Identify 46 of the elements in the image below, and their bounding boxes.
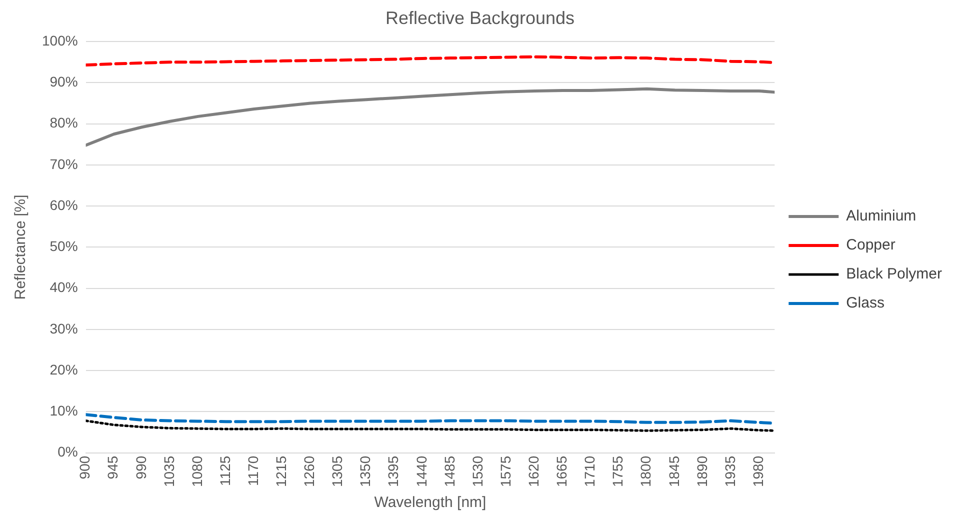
- x-tick-label: 1440: [413, 456, 430, 488]
- y-tick-label: 0%: [58, 444, 78, 460]
- x-tick-label: 900: [76, 456, 93, 480]
- x-tick-label: 1350: [357, 456, 374, 488]
- x-tick-label: 1890: [694, 456, 710, 488]
- x-tick-label: 1125: [216, 456, 233, 486]
- legend-label: Copper: [846, 236, 896, 254]
- legend-label: Aluminium: [846, 208, 916, 225]
- x-tick-label: 1395: [385, 456, 402, 488]
- x-tick-label: 1845: [666, 456, 682, 488]
- y-tick-label: 30%: [50, 320, 78, 336]
- legend-label: Black Polymer: [846, 266, 942, 283]
- y-tick-label: 70%: [50, 156, 78, 172]
- x-tick-label: 1800: [638, 456, 654, 488]
- y-tick-label: 10%: [50, 402, 78, 419]
- y-axis-title: Reflectance [%]: [12, 194, 30, 300]
- x-tick-label: 1305: [329, 456, 346, 488]
- x-tick-label: 1215: [273, 456, 290, 488]
- x-tick-label: 1485: [441, 456, 458, 488]
- chart-title: Reflective Backgrounds: [385, 8, 575, 28]
- y-tick-label: 80%: [50, 114, 78, 131]
- x-tick-label: 1755: [610, 456, 626, 488]
- y-tick-label: 50%: [50, 238, 78, 254]
- line-series: [86, 55, 775, 67]
- x-tick-label: 1035: [160, 456, 177, 488]
- x-tick-label: 1710: [582, 456, 598, 488]
- y-tick-label: 60%: [50, 196, 78, 213]
- x-tick-label: 945: [104, 456, 121, 480]
- x-tick-label: 1620: [526, 456, 542, 488]
- x-tick-label: 1980: [750, 456, 766, 488]
- y-tick-label: 20%: [50, 361, 78, 378]
- x-tick-label: 1080: [188, 456, 205, 488]
- x-tick-label: 1665: [554, 456, 570, 488]
- x-tick-label: 1530: [469, 456, 486, 488]
- x-tick-label: 1170: [244, 456, 261, 486]
- y-tick-label: 100%: [42, 32, 78, 48]
- x-tick-label: 1935: [722, 456, 738, 488]
- x-tick-label: 1260: [301, 456, 318, 488]
- line-series: [86, 420, 775, 432]
- y-tick-label: 90%: [50, 74, 78, 90]
- x-tick-label: 1575: [497, 456, 514, 488]
- legend-label: Glass: [846, 294, 884, 312]
- line-series: [86, 413, 775, 425]
- x-axis-title: Wavelength [nm]: [374, 494, 486, 512]
- x-tick-label: 990: [132, 456, 149, 480]
- y-tick-label: 40%: [50, 279, 78, 296]
